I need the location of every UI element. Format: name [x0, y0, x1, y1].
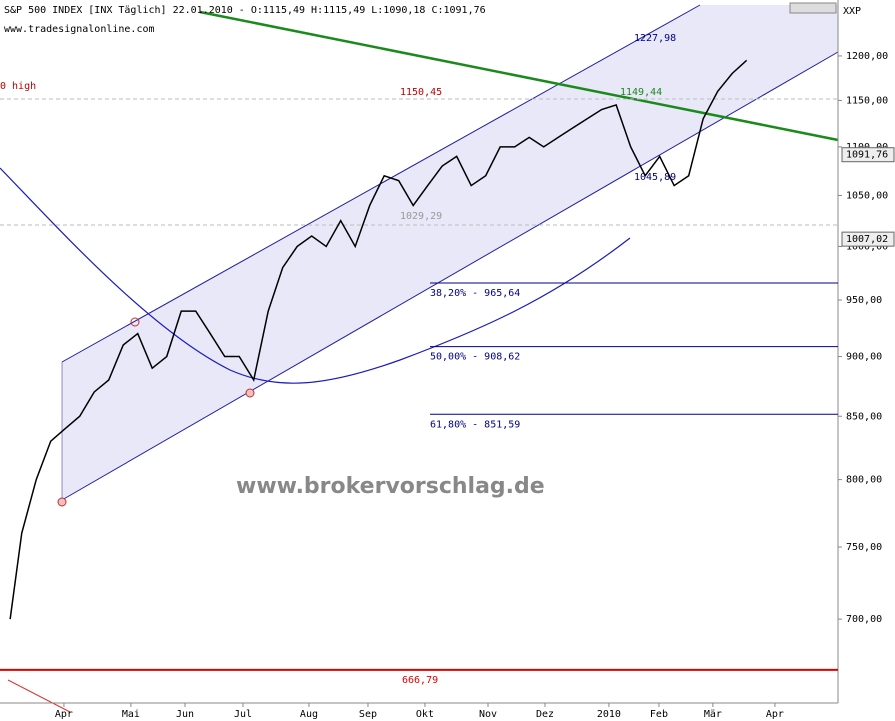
window-controls[interactable]	[789, 2, 837, 14]
x-tick-label: Jun	[176, 709, 194, 720]
red-diagonal	[7, 679, 71, 713]
x-tick-label: Aug	[300, 709, 318, 720]
left-label: 0 high	[0, 81, 36, 92]
price-box	[841, 231, 895, 247]
annotation: 1029,29	[400, 211, 442, 222]
subtitle: www.tradesignalonline.com	[4, 24, 155, 35]
y-tick-label: 1050,00	[846, 190, 888, 201]
annotation: 1150,45	[400, 87, 442, 98]
price-line	[9, 59, 748, 620]
x-tick-label: Sep	[359, 709, 377, 720]
price-box	[841, 147, 895, 163]
y-tick-label: 800,00	[846, 475, 882, 486]
channel-fill	[62, 5, 838, 500]
x-tick-label: Nov	[479, 709, 497, 720]
window-buttons[interactable]	[789, 2, 837, 14]
level-label: 50,00% - 908,62	[430, 352, 520, 363]
y-tick-label: 950,00	[846, 295, 882, 306]
y-tick-label: 1200,00	[846, 51, 888, 62]
channel-lower	[61, 51, 839, 501]
pivot	[57, 497, 67, 507]
y-tick-label: 1150,00	[846, 95, 888, 106]
pivot	[245, 388, 255, 398]
moving-average	[0, 167, 631, 384]
price-box-label: 1091,76	[846, 150, 888, 161]
annotation: 1227,98	[634, 33, 676, 44]
y-tick-label: 850,00	[846, 411, 882, 422]
x-tick-label: Apr	[766, 709, 784, 720]
y-tick-label: 750,00	[846, 542, 882, 553]
x-tick-label: Feb	[650, 709, 668, 720]
x-tick-label: Jul	[234, 709, 252, 720]
trend-line	[199, 10, 839, 142]
x-tick-label: Mai	[122, 709, 140, 720]
level-label: 61,80% - 851,59	[430, 419, 520, 430]
y-tick-label: 1000,00	[846, 241, 888, 252]
annotation: 1045,89	[634, 172, 676, 183]
y-tick-label: 700,00	[846, 614, 882, 625]
annotation: 1149,44	[620, 87, 662, 98]
x-tick-label: Mär	[704, 709, 722, 720]
axis-panel	[838, 0, 895, 721]
y-tick-label: 900,00	[846, 352, 882, 363]
level-label: 38,20% - 965,64	[430, 288, 520, 299]
pivot	[130, 317, 140, 327]
level-label: 666,79	[402, 675, 438, 686]
symbol: XXP	[843, 6, 861, 17]
watermark: www.brokervorschlag.de	[236, 474, 545, 499]
x-tick-label: 2010	[597, 709, 621, 720]
chart-title: S&P 500 INDEX [INX Täglich] 22.01.2010 -…	[4, 5, 486, 16]
price-box-label: 1007,02	[846, 234, 888, 245]
x-tick-label: Dez	[536, 709, 554, 720]
x-tick-label: Apr	[55, 709, 73, 720]
x-tick-label: Okt	[416, 709, 434, 720]
